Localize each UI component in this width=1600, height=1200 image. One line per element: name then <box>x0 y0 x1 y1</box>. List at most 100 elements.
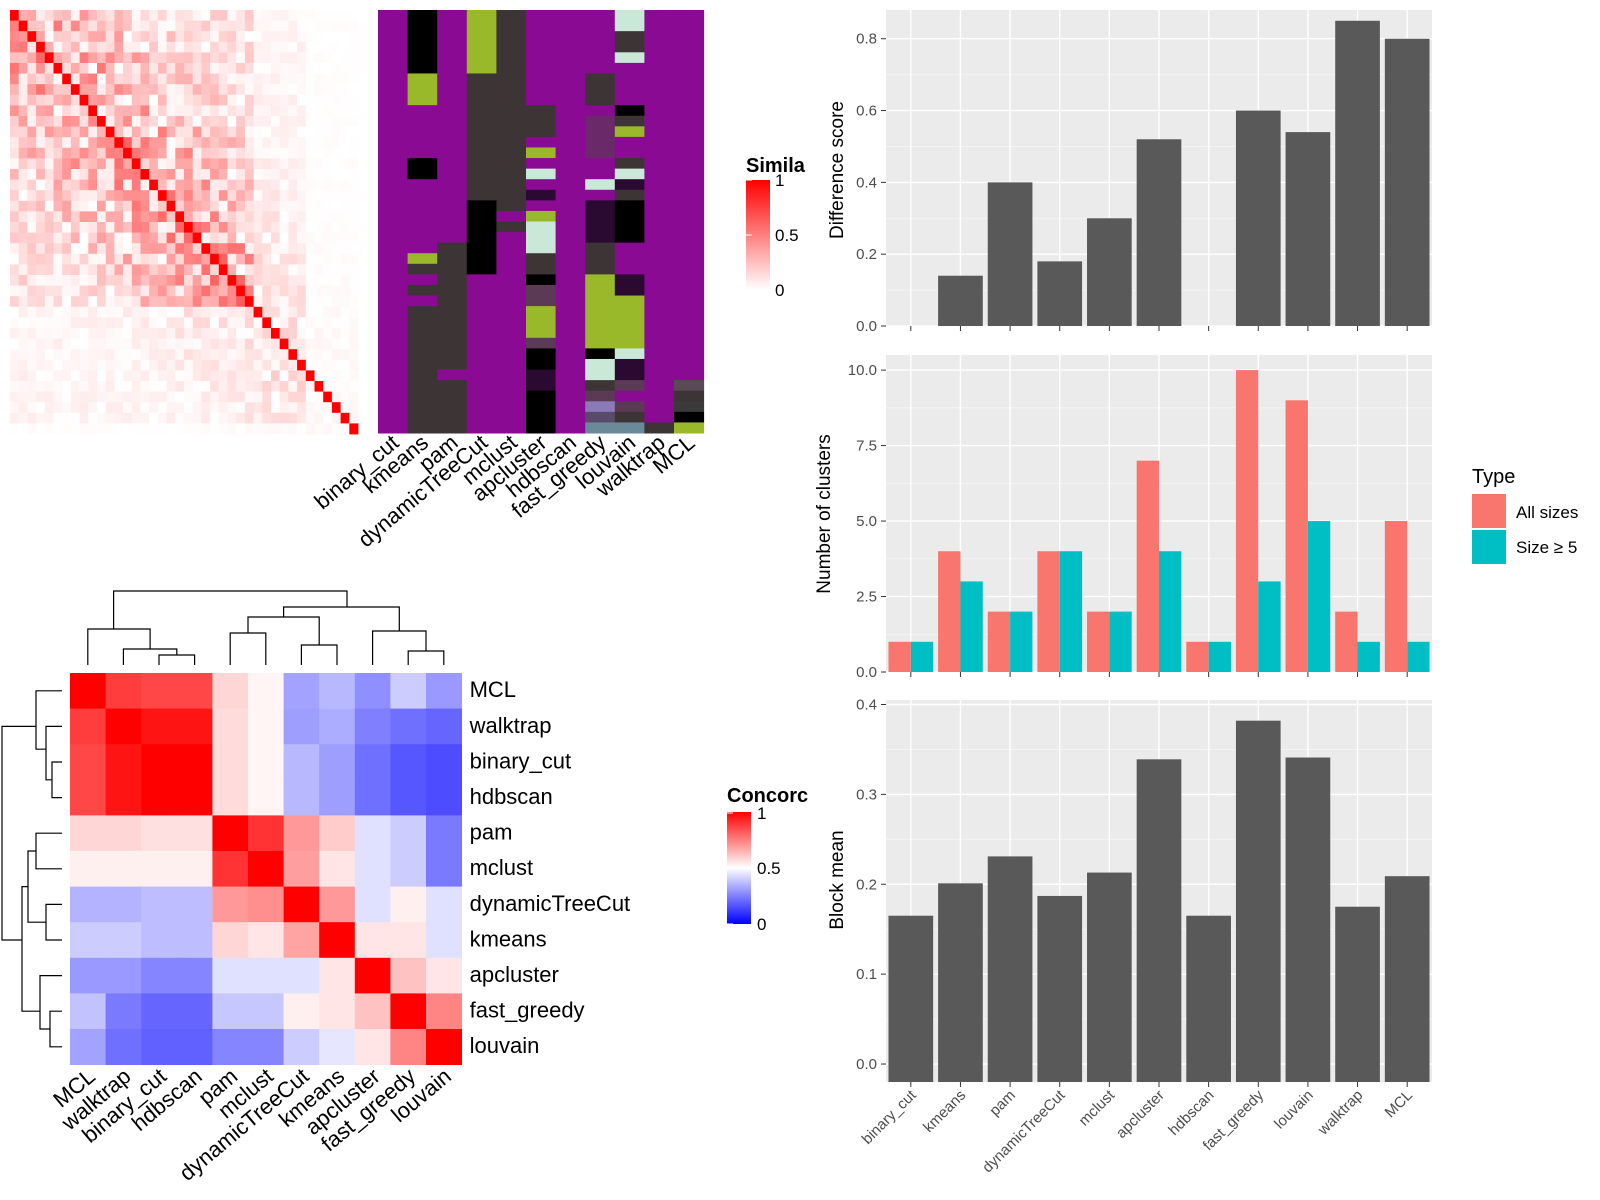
similarity-cell <box>27 116 37 127</box>
similarity-cell <box>175 116 185 127</box>
similarity-cell <box>62 232 72 244</box>
similarity-cell <box>88 10 98 21</box>
similarity-cell <box>210 349 220 361</box>
similarity-cell <box>36 190 46 202</box>
similarity-cell <box>44 84 54 96</box>
block-mean-bar <box>1285 757 1331 1082</box>
similarity-cell <box>218 10 228 21</box>
similarity-cell <box>340 179 350 191</box>
similarity-cell <box>166 391 176 403</box>
similarity-cell <box>70 126 80 138</box>
similarity-cell <box>218 105 228 117</box>
assignment-cell <box>407 284 438 297</box>
similarity-legend-tick: 0.5 <box>775 226 799 245</box>
similarity-cell <box>62 169 72 180</box>
concordance-heatmap: MCLwalktrapbinary_cuthdbscanpammclustdyn… <box>1 590 630 1186</box>
similarity-cell <box>253 306 263 318</box>
all-sizes-bar <box>1087 611 1110 672</box>
similarity-cell <box>297 391 307 403</box>
similarity-cell <box>149 222 159 233</box>
similarity-cell <box>331 137 341 149</box>
similarity-cell <box>253 391 263 403</box>
similarity-cell <box>36 73 46 85</box>
similarity-cell <box>166 402 176 414</box>
similarity-cell <box>271 137 281 149</box>
similarity-cell <box>114 190 124 202</box>
similarity-cell <box>157 328 167 339</box>
similarity-cell <box>323 402 333 414</box>
similarity-cell <box>253 147 263 159</box>
similarity-cell <box>279 190 289 202</box>
similarity-cell <box>105 94 115 106</box>
similarity-cell <box>44 232 54 244</box>
similarity-cell <box>184 73 194 85</box>
assignment-cell <box>407 253 438 265</box>
similarity-cell <box>140 328 150 339</box>
similarity-cell <box>166 211 176 223</box>
similarity-cell <box>184 10 194 21</box>
similarity-cell <box>288 338 298 350</box>
similarity-cell <box>288 306 298 318</box>
similarity-cell <box>36 232 46 244</box>
assignment-cell <box>526 158 557 170</box>
assignment-cell <box>644 422 675 434</box>
similarity-cell <box>201 275 211 286</box>
similarity-cell <box>314 359 324 371</box>
similarity-cell <box>218 275 228 286</box>
similarity-cell <box>201 126 211 138</box>
similarity-cell <box>279 328 289 339</box>
similarity-cell <box>27 243 37 255</box>
similarity-cell <box>105 402 115 414</box>
similarity-cell <box>53 126 63 138</box>
similarity-cell <box>331 253 341 265</box>
similarity-cell <box>305 200 315 212</box>
similarity-cell <box>157 381 167 392</box>
similarity-cell <box>62 73 72 85</box>
similarity-cell <box>201 338 211 350</box>
similarity-cell <box>201 41 211 53</box>
similarity-cell <box>44 253 54 265</box>
similarity-cell <box>227 211 237 223</box>
assignment-cell <box>466 10 497 74</box>
similarity-cell <box>88 94 98 106</box>
similarity-cell <box>114 232 124 244</box>
assignment-cell <box>526 253 557 275</box>
similarity-cell <box>305 338 315 350</box>
similarity-cell <box>114 94 124 106</box>
similarity-cell <box>244 73 254 85</box>
similarity-cell <box>166 222 176 233</box>
similarity-cell <box>97 317 107 329</box>
similarity-cell <box>149 20 159 32</box>
similarity-cell <box>123 222 133 233</box>
similarity-cell <box>244 10 254 21</box>
similarity-cell <box>227 190 237 202</box>
similarity-cell <box>340 243 350 255</box>
similarity-cell <box>149 169 159 180</box>
similarity-cell <box>131 105 141 117</box>
similarity-cell <box>123 338 133 350</box>
similarity-cell <box>279 10 289 21</box>
assignment-cell <box>674 411 705 423</box>
similarity-cell <box>140 10 150 21</box>
similarity-cell <box>297 137 307 149</box>
similarity-cell <box>88 370 98 382</box>
similarity-cell <box>97 306 107 318</box>
similarity-cell <box>218 359 228 371</box>
similarity-cell <box>10 264 20 276</box>
similarity-cell <box>149 158 159 170</box>
similarity-cell <box>349 296 359 308</box>
similarity-cell <box>236 105 246 117</box>
similarity-cell <box>10 338 20 350</box>
similarity-cell <box>105 31 115 43</box>
similarity-cell <box>244 169 254 180</box>
similarity-cell <box>62 31 72 43</box>
similarity-cell <box>236 253 246 265</box>
similarity-cell <box>27 211 37 223</box>
similarity-cell <box>349 147 359 159</box>
similarity-cell <box>227 370 237 382</box>
similarity-cell <box>279 264 289 276</box>
similarity-cell <box>36 179 46 191</box>
concordance-cell <box>283 1029 320 1065</box>
similarity-cell <box>70 423 80 435</box>
similarity-cell <box>79 349 89 361</box>
